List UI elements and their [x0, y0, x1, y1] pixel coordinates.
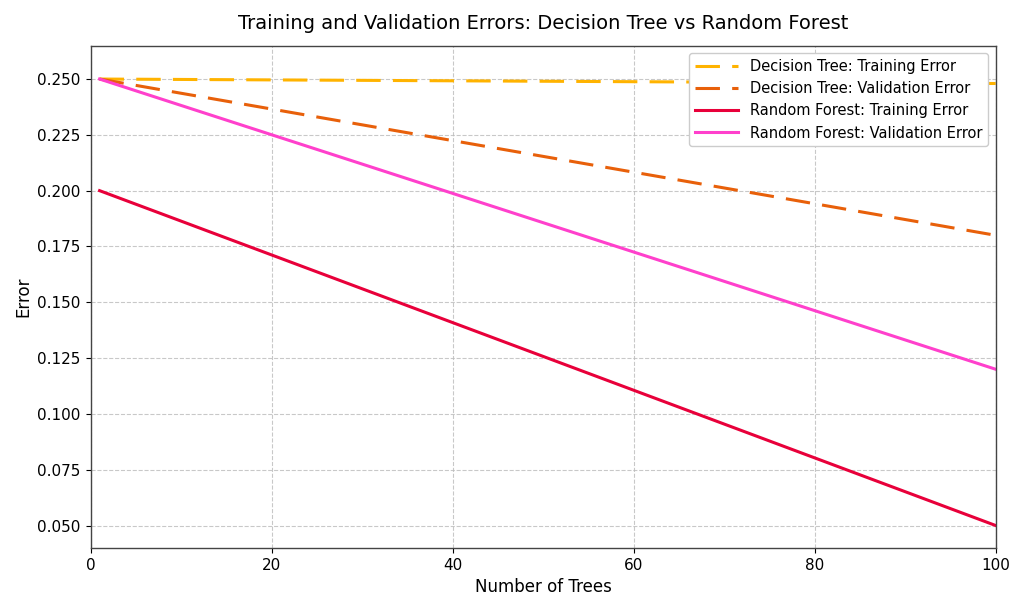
Decision Tree: Training Error: (1.33, 0.25): Training Error: (1.33, 0.25) — [96, 76, 109, 83]
Random Forest: Validation Error: (59.6, 0.173): Validation Error: (59.6, 0.173) — [624, 247, 636, 254]
Random Forest: Training Error: (1.33, 0.199): Training Error: (1.33, 0.199) — [96, 188, 109, 195]
Decision Tree: Training Error: (84.4, 0.248): Training Error: (84.4, 0.248) — [849, 79, 861, 87]
Random Forest: Training Error: (61.6, 0.108): Training Error: (61.6, 0.108) — [642, 392, 654, 400]
Line: Random Forest: Training Error: Random Forest: Training Error — [99, 191, 995, 525]
Legend: Decision Tree: Training Error, Decision Tree: Validation Error, Random Forest: T: Decision Tree: Training Error, Decision … — [689, 53, 988, 146]
Random Forest: Training Error: (1, 0.2): Training Error: (1, 0.2) — [93, 187, 105, 195]
Decision Tree: Training Error: (59.9, 0.249): Training Error: (59.9, 0.249) — [627, 78, 639, 85]
Decision Tree: Validation Error: (1, 0.25): Validation Error: (1, 0.25) — [93, 76, 105, 83]
Random Forest: Training Error: (90.7, 0.064): Training Error: (90.7, 0.064) — [905, 490, 918, 498]
Decision Tree: Validation Error: (100, 0.18): Validation Error: (100, 0.18) — [989, 232, 1001, 239]
Decision Tree: Training Error: (100, 0.248): Training Error: (100, 0.248) — [989, 80, 1001, 87]
Line: Decision Tree: Training Error: Decision Tree: Training Error — [99, 79, 995, 84]
Random Forest: Training Error: (59.9, 0.111): Training Error: (59.9, 0.111) — [627, 386, 639, 393]
X-axis label: Number of Trees: Number of Trees — [475, 578, 611, 596]
Line: Decision Tree: Validation Error: Decision Tree: Validation Error — [99, 79, 995, 235]
Decision Tree: Training Error: (1, 0.25): Training Error: (1, 0.25) — [93, 76, 105, 83]
Random Forest: Validation Error: (61.6, 0.17): Validation Error: (61.6, 0.17) — [642, 253, 654, 260]
Random Forest: Training Error: (84.4, 0.0736): Training Error: (84.4, 0.0736) — [849, 469, 861, 476]
Y-axis label: Error: Error — [14, 276, 32, 317]
Random Forest: Validation Error: (90.7, 0.132): Validation Error: (90.7, 0.132) — [905, 339, 918, 346]
Random Forest: Validation Error: (1.33, 0.25): Validation Error: (1.33, 0.25) — [96, 76, 109, 84]
Decision Tree: Validation Error: (90.7, 0.187): Validation Error: (90.7, 0.187) — [905, 217, 918, 224]
Random Forest: Validation Error: (1, 0.25): Validation Error: (1, 0.25) — [93, 76, 105, 83]
Decision Tree: Validation Error: (59.6, 0.209): Validation Error: (59.6, 0.209) — [624, 168, 636, 175]
Decision Tree: Training Error: (59.6, 0.249): Training Error: (59.6, 0.249) — [624, 78, 636, 85]
Decision Tree: Training Error: (90.7, 0.248): Training Error: (90.7, 0.248) — [905, 79, 918, 87]
Random Forest: Training Error: (59.6, 0.111): Training Error: (59.6, 0.111) — [624, 386, 636, 393]
Random Forest: Validation Error: (59.9, 0.173): Validation Error: (59.9, 0.173) — [627, 248, 639, 256]
Random Forest: Validation Error: (84.4, 0.14): Validation Error: (84.4, 0.14) — [849, 320, 861, 328]
Random Forest: Training Error: (100, 0.05): Training Error: (100, 0.05) — [989, 522, 1001, 529]
Random Forest: Validation Error: (100, 0.12): Validation Error: (100, 0.12) — [989, 365, 1001, 373]
Decision Tree: Training Error: (61.6, 0.249): Training Error: (61.6, 0.249) — [642, 78, 654, 85]
Line: Random Forest: Validation Error: Random Forest: Validation Error — [99, 79, 995, 369]
Decision Tree: Validation Error: (84.4, 0.191): Validation Error: (84.4, 0.191) — [849, 207, 861, 214]
Decision Tree: Validation Error: (1.33, 0.25): Validation Error: (1.33, 0.25) — [96, 76, 109, 83]
Decision Tree: Validation Error: (59.9, 0.208): Validation Error: (59.9, 0.208) — [627, 168, 639, 176]
Decision Tree: Validation Error: (61.6, 0.207): Validation Error: (61.6, 0.207) — [642, 171, 654, 178]
Title: Training and Validation Errors: Decision Tree vs Random Forest: Training and Validation Errors: Decision… — [238, 14, 848, 33]
